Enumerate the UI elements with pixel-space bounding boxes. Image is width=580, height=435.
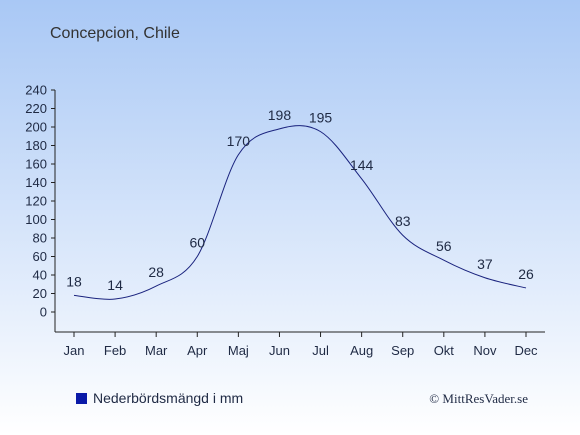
- data-label: 195: [309, 110, 333, 126]
- y-tick-label: 20: [33, 286, 47, 301]
- data-label: 26: [518, 266, 534, 282]
- y-tick-label: 220: [25, 101, 47, 116]
- copyright-text: © MittResVader.se: [429, 391, 528, 406]
- data-label: 83: [395, 213, 411, 229]
- y-tick-label: 60: [33, 249, 47, 264]
- x-tick-label: Apr: [187, 343, 208, 358]
- data-label: 18: [66, 273, 82, 289]
- y-tick-label: 140: [25, 175, 47, 190]
- y-tick-label: 80: [33, 231, 47, 246]
- x-tick-label: Jun: [269, 343, 290, 358]
- y-tick-label: 200: [25, 120, 47, 135]
- legend-label: Nederbördsmängd i mm: [93, 390, 243, 406]
- data-label: 56: [436, 238, 452, 254]
- data-label: 60: [189, 235, 205, 251]
- data-label: 170: [227, 133, 251, 149]
- x-tick-label: Mar: [145, 343, 168, 358]
- y-axis-ticks: 0 20 40 60 80 100 120 140 160 180 200 220 240: [25, 83, 55, 320]
- y-tick-label: 180: [25, 138, 47, 153]
- data-label: 37: [477, 256, 493, 272]
- data-label: 198: [268, 107, 292, 123]
- x-tick-label: Dec: [514, 343, 538, 358]
- y-tick-label: 240: [25, 83, 47, 98]
- x-tick-label: Maj: [228, 343, 249, 358]
- y-tick-label: 160: [25, 157, 47, 172]
- series-line-precipitation: [73, 125, 527, 300]
- y-tick-label: 100: [25, 212, 47, 227]
- x-tick-label: Feb: [104, 343, 126, 358]
- chart-title: Concepcion, Chile: [50, 25, 180, 42]
- x-tick-label: Okt: [434, 343, 455, 358]
- x-tick-label: Jan: [64, 343, 85, 358]
- legend-marker: [76, 393, 87, 404]
- data-labels: 18 14 28 60 170 198 195 144 83 56 37 26: [66, 107, 534, 293]
- data-label: 14: [107, 277, 123, 293]
- data-label: 144: [350, 157, 374, 173]
- x-axis-ticks: Jan Feb Mar Apr Maj Jun Jul Aug Sep Okt Nov Dec: [64, 332, 538, 358]
- x-tick-label: Nov: [473, 343, 497, 358]
- y-tick-label: 40: [33, 268, 47, 283]
- x-tick-label: Aug: [350, 343, 373, 358]
- x-tick-label: Jul: [312, 343, 329, 358]
- y-tick-label: 0: [40, 305, 47, 320]
- y-tick-label: 120: [25, 194, 47, 209]
- data-label: 28: [148, 264, 164, 280]
- x-tick-label: Sep: [391, 343, 414, 358]
